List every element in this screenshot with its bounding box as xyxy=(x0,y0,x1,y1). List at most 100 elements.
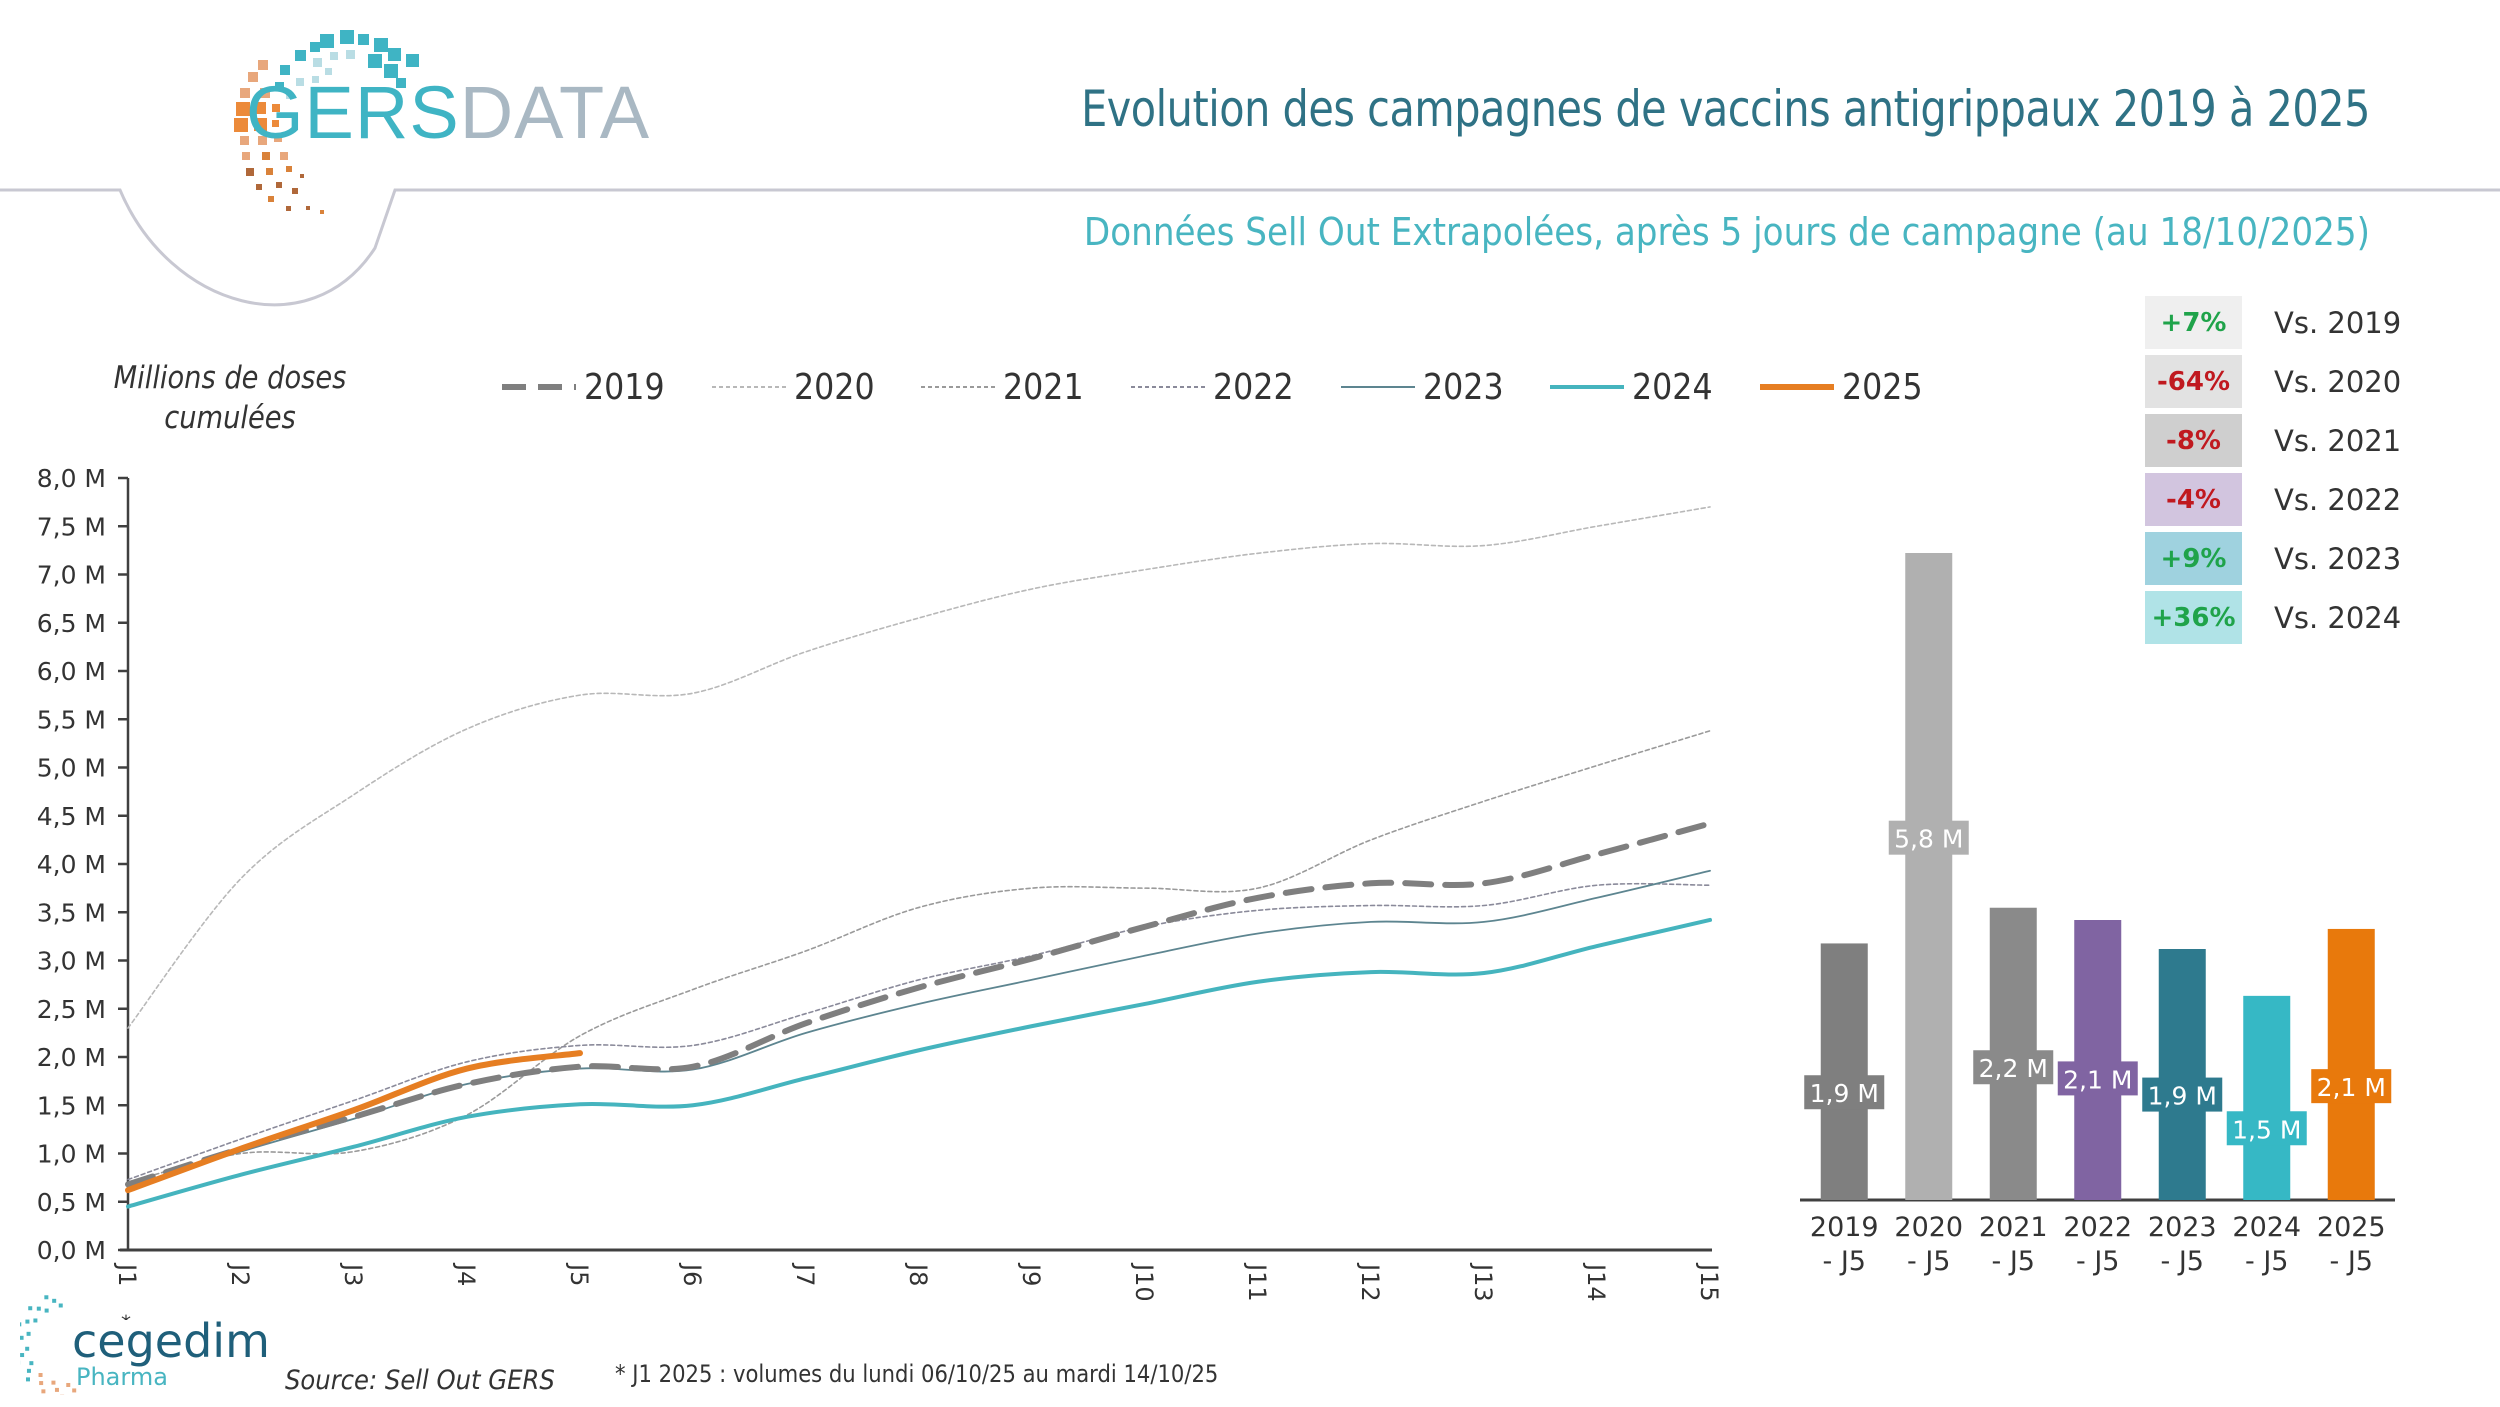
logo-dot xyxy=(28,1306,33,1311)
bar-category-label: 2020 xyxy=(1894,1212,1963,1243)
x-tick-label: J10 xyxy=(1130,1262,1158,1302)
comparison-label: Vs. 2023 xyxy=(2274,541,2402,576)
logo-square xyxy=(396,78,406,88)
legend-item-2022: 2022 xyxy=(1129,367,1305,408)
legend-label: 2025 xyxy=(1841,366,1923,408)
bar-category-label: 2023 xyxy=(2148,1212,2217,1243)
x-tick-label: J9 xyxy=(1017,1262,1045,1286)
legend-item-2020: 2020 xyxy=(710,367,886,408)
bar-label-box xyxy=(1888,820,1969,855)
logo-square xyxy=(312,76,319,83)
y-tick-label: 3,5 M xyxy=(37,898,106,927)
logo-square xyxy=(274,134,282,142)
logo-square xyxy=(242,152,250,160)
logo-square xyxy=(310,42,320,52)
logo-square xyxy=(320,210,324,214)
logo-square xyxy=(300,174,304,178)
series-line-2022 xyxy=(127,882,1711,1181)
logo-dot xyxy=(66,1382,71,1387)
comparison-badge: -8% xyxy=(2145,414,2242,467)
comparison-badge: +36% xyxy=(2145,591,2242,644)
bar-category-label: - J5 xyxy=(1823,1246,1866,1277)
y-tick-label: 2,0 M xyxy=(37,1043,106,1072)
legend-item-2019: 2019 xyxy=(500,367,676,408)
bar-category-label: - J5 xyxy=(1992,1246,2035,1277)
gersdata-logo-icon xyxy=(234,30,419,214)
x-tick-label: J12 xyxy=(1356,1262,1384,1302)
y-tick-label: 2,5 M xyxy=(37,995,106,1024)
logo-dot xyxy=(20,1322,22,1327)
page-title: Evolution des campagnes de vaccins antig… xyxy=(1081,80,2370,138)
logo-text-gers: GERS xyxy=(246,71,460,154)
logo-dot xyxy=(41,1389,46,1394)
y-axis-label: Millions de doses cumulées xyxy=(113,360,347,436)
logo-square xyxy=(276,182,282,188)
x-tick-label: J8 xyxy=(904,1262,932,1286)
logo-square xyxy=(280,65,290,75)
legend-label: 2019 xyxy=(584,366,665,408)
y-tick-label: 7,5 M xyxy=(37,512,106,541)
logo-dot xyxy=(33,1318,38,1323)
bar-category-label: - J5 xyxy=(2245,1246,2288,1277)
series-line-2024 xyxy=(126,917,1712,1209)
legend-swatch xyxy=(921,386,996,388)
logo-square xyxy=(272,104,280,112)
comparison-row: -4% Vs. 2022 xyxy=(2145,470,2401,529)
logo-square xyxy=(268,196,274,202)
bar-data-label: 1,5 M xyxy=(2232,1115,2301,1144)
logo-square xyxy=(266,168,273,175)
legend-item-2021: 2021 xyxy=(919,367,1095,408)
y-tick-label: 6,5 M xyxy=(37,609,106,638)
bar-2020 - J5 xyxy=(1905,553,1953,1200)
header-divider xyxy=(0,188,2500,307)
y-tick-label: 7,0 M xyxy=(37,561,106,590)
logo-dot xyxy=(58,1303,63,1308)
x-tick-label: J13 xyxy=(1469,1262,1497,1302)
logo-dot xyxy=(25,1377,30,1382)
logo-square xyxy=(295,50,306,61)
bar-label-box xyxy=(1804,1075,1885,1110)
bar-label-box xyxy=(2311,1069,2392,1104)
logo-dot xyxy=(26,1331,31,1336)
logo-square xyxy=(286,166,292,172)
bar-label-box xyxy=(2226,1111,2307,1146)
x-tick-label: J7 xyxy=(791,1262,819,1286)
x-tick-label: J3 xyxy=(339,1262,367,1286)
x-tick-label: J5 xyxy=(565,1262,593,1286)
comparison-row: -8% Vs. 2021 xyxy=(2145,411,2401,470)
logo-dot xyxy=(39,1381,44,1386)
y-tick-label: 3,0 M xyxy=(37,947,106,976)
logo-square xyxy=(258,60,268,70)
logo-square xyxy=(330,52,338,60)
x-tick-label: J6 xyxy=(678,1262,706,1286)
logo-square xyxy=(320,34,334,48)
y-tick-label: 4,5 M xyxy=(37,802,106,831)
bar-category-label: - J5 xyxy=(1907,1246,1950,1277)
footnote: * J1 2025 : volumes du lundi 06/10/25 au… xyxy=(615,1360,1219,1388)
comparison-row: +9% Vs. 2023 xyxy=(2145,529,2401,588)
bar-category-label: 2019 xyxy=(1810,1212,1879,1243)
bar-category-label: 2024 xyxy=(2232,1212,2301,1243)
bar-data-label: 1,9 M xyxy=(2148,1082,2217,1111)
logo-dot xyxy=(44,1308,49,1313)
logo-square xyxy=(254,118,267,131)
legend-label: 2021 xyxy=(1003,366,1084,408)
bar-label-box xyxy=(1973,1050,2054,1085)
series-line-2019 xyxy=(125,820,1713,1188)
comparison-badge: -64% xyxy=(2145,355,2242,408)
logo-dot xyxy=(52,1298,57,1303)
legend-label: 2022 xyxy=(1212,366,1294,408)
logo-square xyxy=(275,82,284,91)
comparison-row: +7% Vs. 2019 xyxy=(2145,293,2401,352)
bar-2022 - J5 xyxy=(2074,920,2122,1200)
bar-category-label: 2025 xyxy=(2317,1212,2386,1243)
legend-item-2025: 2025 xyxy=(1758,367,1934,408)
bar-2019 - J5 xyxy=(1820,943,1868,1200)
logo-dot xyxy=(38,1373,43,1378)
comparison-list: +7% Vs. 2019 -64% Vs. 2020 -8% Vs. 2021 -4% Vs.… xyxy=(2145,293,2401,647)
logo-square xyxy=(306,206,310,210)
y-tick-label: 0,5 M xyxy=(37,1188,106,1217)
legend-swatch xyxy=(1340,386,1415,388)
bar-data-label: 2,2 M xyxy=(1979,1054,2048,1083)
